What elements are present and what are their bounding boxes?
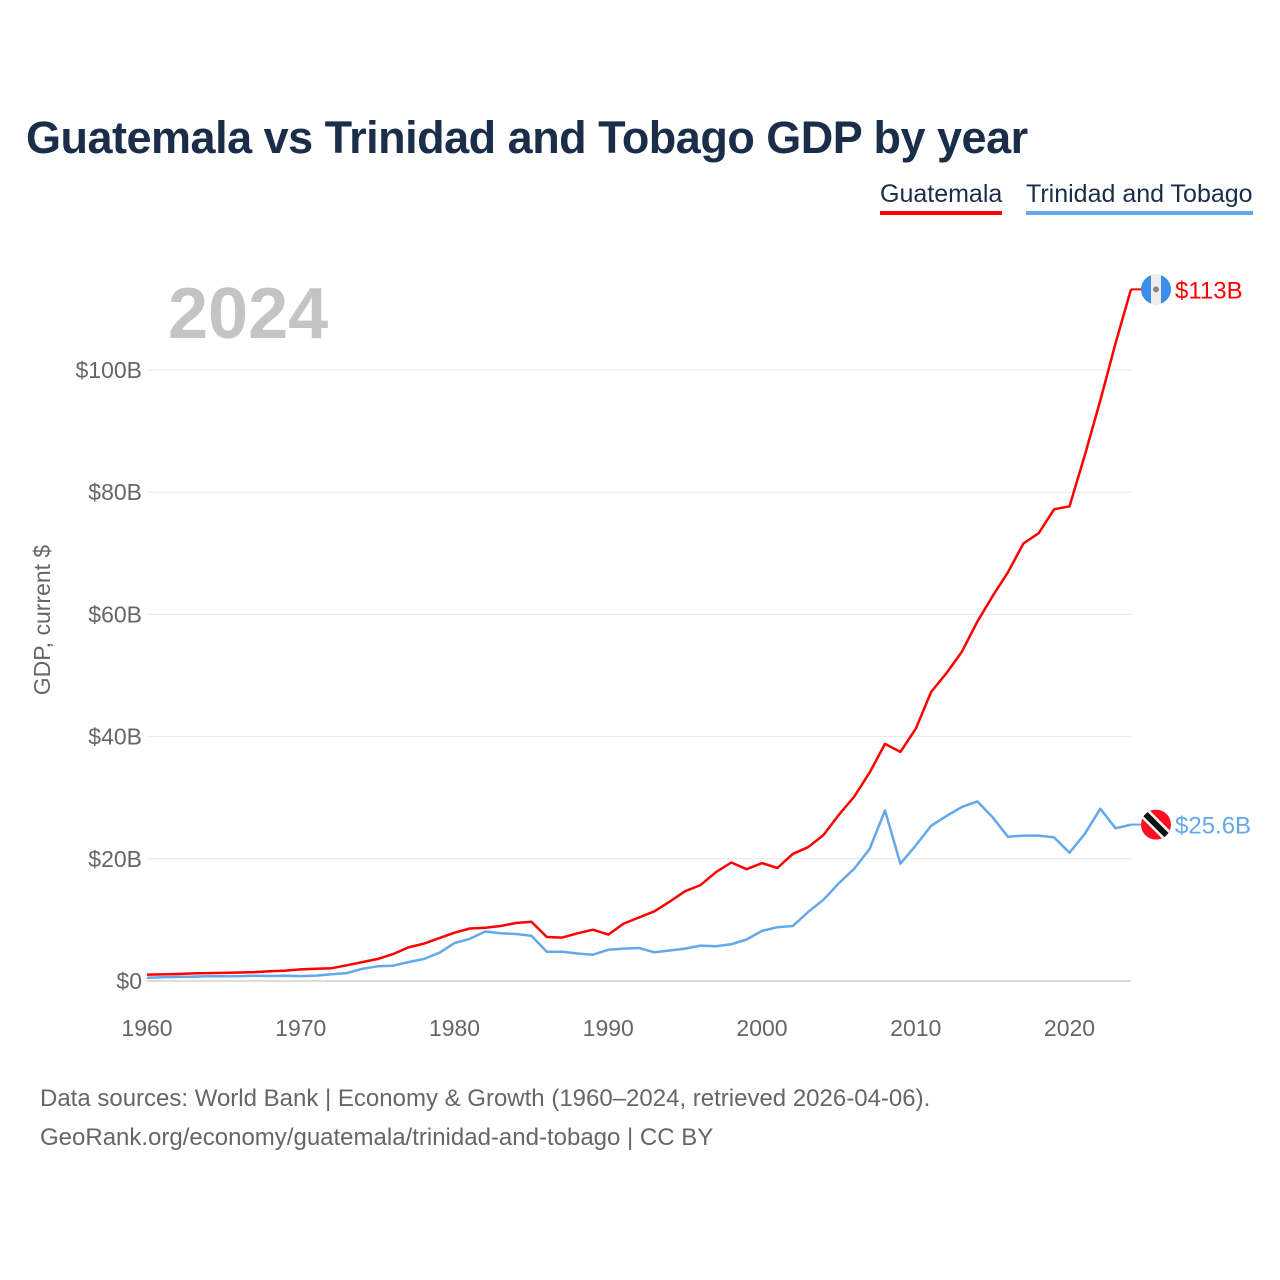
legend-guatemala[interactable]: Guatemala bbox=[880, 180, 1003, 215]
y-tick-label: $100B bbox=[75, 357, 142, 383]
source-line: Data sources: World Bank | Economy & Gro… bbox=[40, 1085, 931, 1112]
y-tick-label: $20B bbox=[88, 846, 142, 872]
y-tick-label: $40B bbox=[88, 724, 142, 750]
chart-title: Guatemala vs Trinidad and Tobago GDP by … bbox=[26, 112, 1028, 163]
guatemala-flag-icon bbox=[1141, 274, 1171, 305]
x-tick-label: 1960 bbox=[121, 1015, 172, 1041]
end-value-label: $113B bbox=[1175, 277, 1243, 304]
y-tick-label: $60B bbox=[88, 601, 142, 627]
y-tick-label: $80B bbox=[88, 479, 142, 505]
y-tick-label: $0 bbox=[116, 968, 142, 994]
source-url[interactable]: GeoRank.org/economy/guatemala/trinidad-a… bbox=[40, 1124, 714, 1151]
trinidad-flag-icon bbox=[1141, 809, 1171, 840]
end-value-label: $25.6B bbox=[1175, 813, 1251, 840]
y-axis-label: GDP, current $ bbox=[29, 545, 55, 696]
x-tick-label: 1970 bbox=[275, 1015, 326, 1041]
series-line-0 bbox=[146, 288, 1133, 976]
x-tick-label: 1990 bbox=[583, 1015, 634, 1041]
x-tick-label: 1980 bbox=[429, 1015, 480, 1041]
series-line-1 bbox=[146, 800, 1132, 979]
year-label: 2024 bbox=[168, 274, 328, 354]
x-tick-label: 2010 bbox=[890, 1015, 941, 1041]
x-tick-label: 2000 bbox=[736, 1015, 787, 1041]
x-tick-label: 2020 bbox=[1044, 1015, 1095, 1041]
legend-trinidad-and-tobago[interactable]: Trinidad and Tobago bbox=[1026, 180, 1253, 215]
